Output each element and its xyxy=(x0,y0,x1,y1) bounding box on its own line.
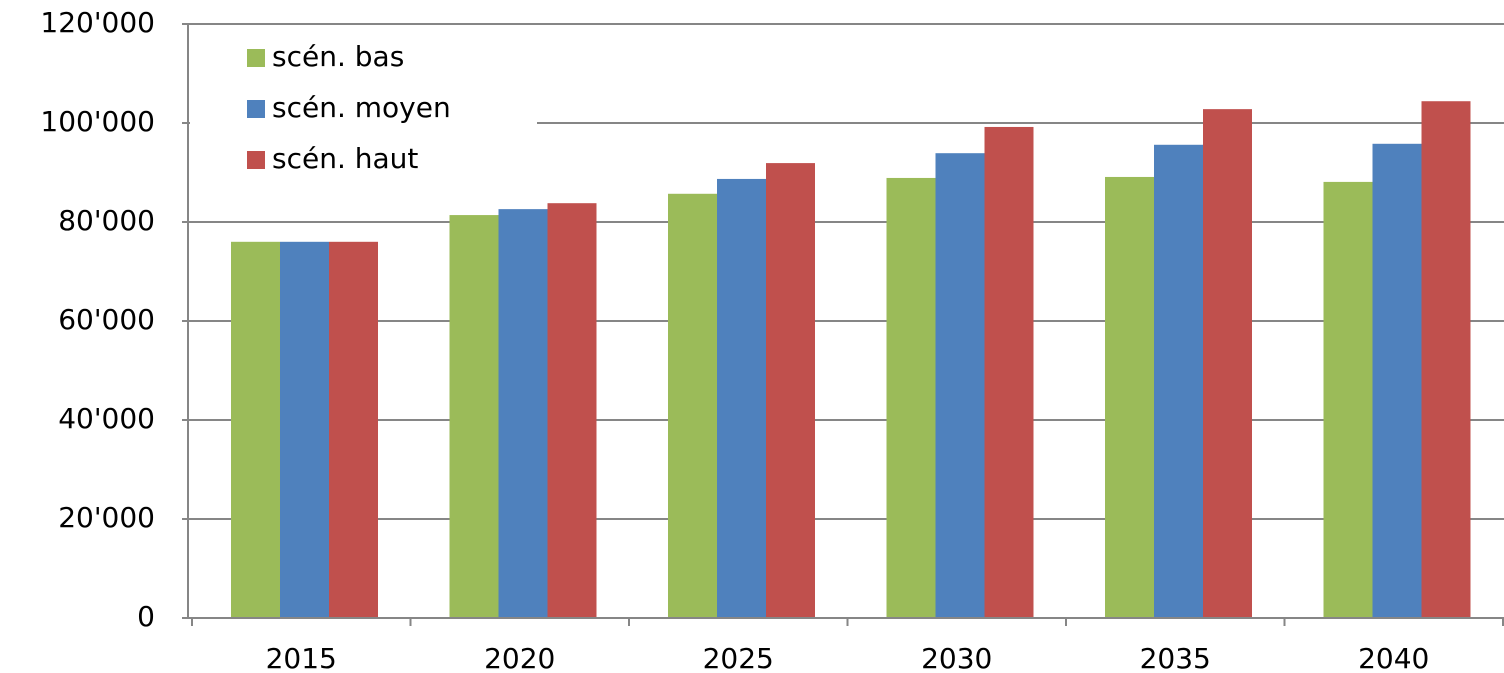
bar xyxy=(1105,176,1154,618)
y-tick-label: 0 xyxy=(137,600,155,633)
x-tick-label: 2020 xyxy=(484,642,555,673)
x-tick-label: 2040 xyxy=(1358,642,1429,673)
bar xyxy=(717,178,766,618)
y-tick-label: 20'000 xyxy=(58,501,155,534)
bar xyxy=(449,215,499,618)
bar xyxy=(1421,101,1471,619)
bar xyxy=(668,193,717,618)
bar xyxy=(1372,143,1422,619)
bar xyxy=(498,209,548,618)
bar xyxy=(329,241,378,619)
y-tick-label: 40'000 xyxy=(58,402,155,435)
bar xyxy=(231,241,280,619)
bar xyxy=(886,177,936,618)
x-tick-label: 2035 xyxy=(1140,642,1211,673)
x-tick-label: 2025 xyxy=(703,642,774,673)
y-tick-label: 100'000 xyxy=(40,105,155,138)
legend-label: scén. haut xyxy=(272,142,418,175)
bar xyxy=(547,203,597,618)
legend-swatch xyxy=(247,49,265,67)
legend-label: scén. bas xyxy=(272,40,404,73)
legend-swatch xyxy=(247,151,265,169)
x-tick-label: 2030 xyxy=(921,642,992,673)
bar xyxy=(766,163,815,618)
y-tick-label: 80'000 xyxy=(58,204,155,237)
legend-label: scén. moyen xyxy=(272,91,451,124)
bar xyxy=(984,126,1034,619)
bar xyxy=(280,241,329,619)
x-tick-label: 2015 xyxy=(266,642,337,673)
bar xyxy=(1203,109,1252,618)
legend-swatch xyxy=(247,100,265,118)
bar xyxy=(1154,144,1203,618)
y-tick-label: 60'000 xyxy=(58,303,155,336)
bar xyxy=(1323,181,1373,618)
y-tick-label: 120'000 xyxy=(40,6,155,39)
bar xyxy=(935,153,985,618)
